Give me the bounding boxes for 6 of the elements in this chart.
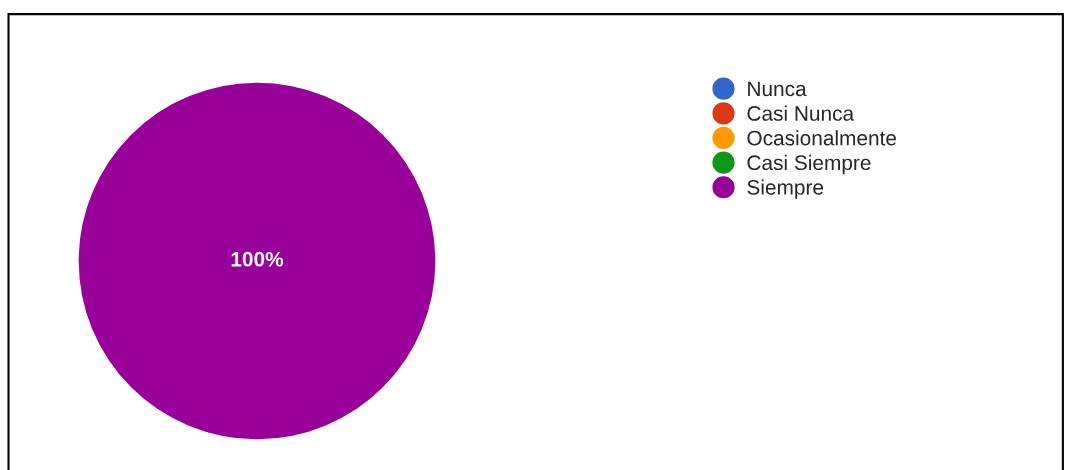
data-label: 100% [231,251,284,267]
legend-label: Siempre [747,179,824,199]
legend-label: Casi Siempre [747,154,871,175]
legend-label: Ocasionalmente [747,130,897,146]
legend-label: Nunca [748,81,807,97]
legend-label: Casi Nunca [747,105,855,121]
